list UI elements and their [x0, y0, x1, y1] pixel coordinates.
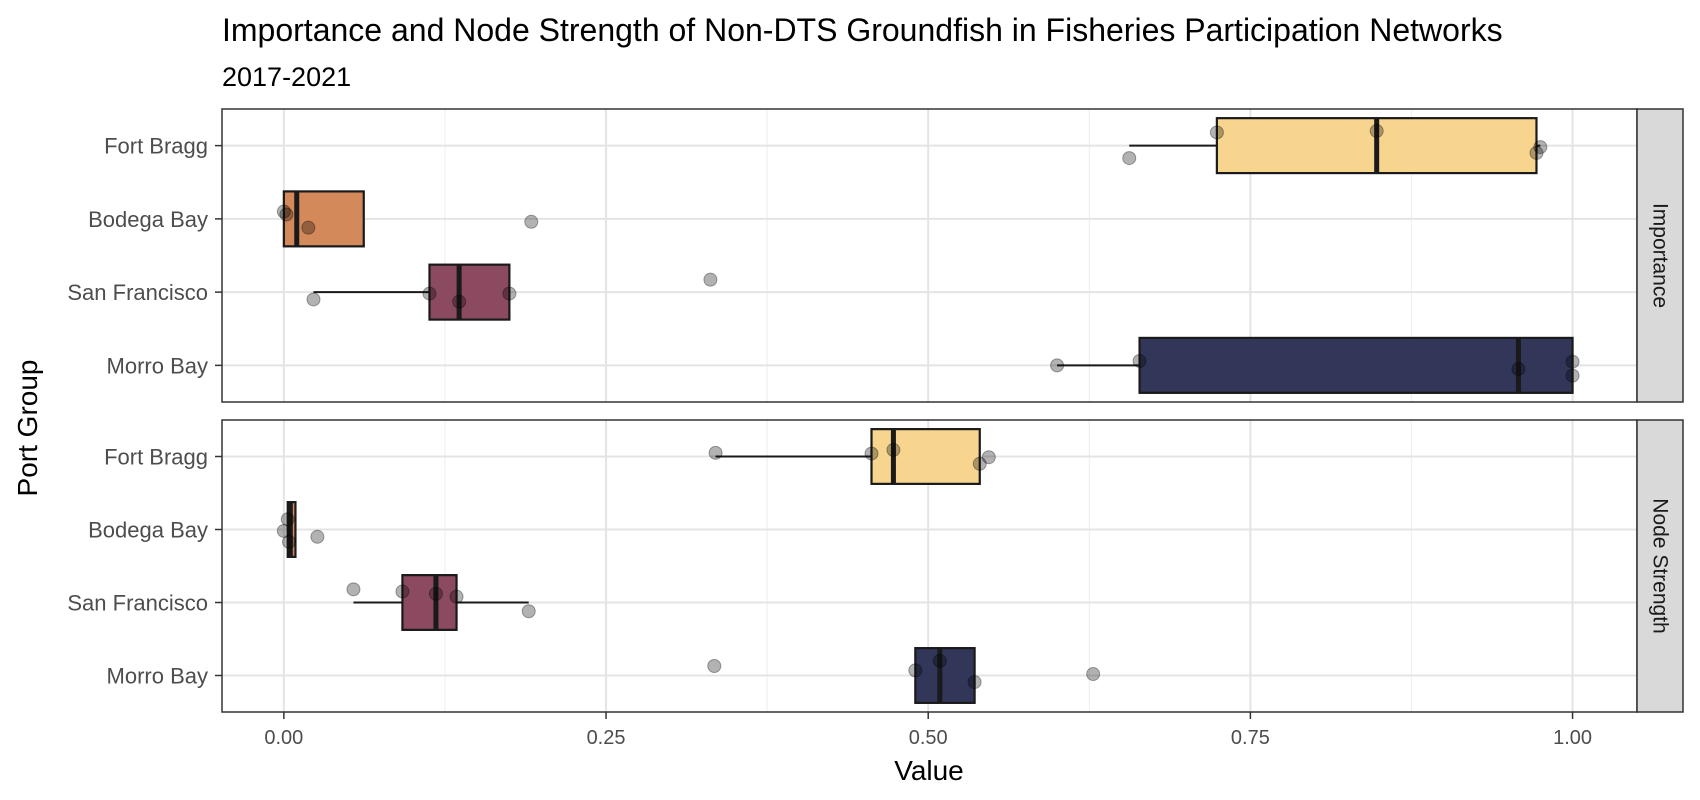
data-point [908, 663, 923, 678]
facet-panel: Fort Bragg Bodega Bay San Francisco Morro B… [67, 419, 1684, 713]
x-tick-label: 0.75 [1231, 727, 1270, 749]
data-point [428, 586, 443, 601]
y-tick-label: San Francisco [67, 280, 208, 305]
data-point [1132, 353, 1147, 368]
y-tick-label: Morro Bay [107, 353, 208, 378]
data-point [422, 286, 437, 301]
data-point [521, 604, 536, 619]
data-point [932, 653, 947, 668]
box-san-francisco [346, 574, 536, 631]
box-fort-bragg [1122, 117, 1548, 175]
data-point [1533, 140, 1548, 155]
y-tick-label: San Francisco [67, 591, 208, 616]
data-point [1050, 358, 1065, 373]
data-point [1565, 354, 1580, 369]
y-tick-label: Morro Bay [107, 664, 208, 689]
data-point [972, 456, 987, 471]
data-point [282, 534, 297, 549]
data-point [1086, 667, 1101, 682]
data-point [306, 292, 321, 307]
box-rect [428, 263, 511, 321]
box-morro-bay [1050, 336, 1580, 394]
box-bodega-bay [276, 190, 539, 248]
x-axis-label: Value [894, 755, 964, 786]
chart-title: Importance and Node Strength of Non-DTS … [222, 12, 1503, 48]
data-point [1369, 123, 1384, 138]
x-tick-label: 1.00 [1553, 727, 1592, 749]
x-tick-label: 0.25 [587, 727, 626, 749]
y-tick-label: Fort Bragg [104, 134, 208, 159]
data-point [981, 450, 996, 465]
chart-subtitle: 2017-2021 [222, 62, 351, 92]
facet-strip [1636, 108, 1684, 403]
data-point [707, 659, 722, 674]
data-point [967, 675, 982, 690]
box-morro-bay [707, 647, 1101, 704]
box-rect [870, 428, 981, 485]
data-point [1122, 151, 1137, 166]
data-point [1511, 362, 1526, 377]
y-axis-label: Port Group [12, 360, 43, 497]
data-point [703, 272, 718, 287]
data-point [524, 214, 539, 229]
data-point [276, 523, 291, 538]
facet-panel: Fort Bragg Bodega Bay San Francisco Morro B… [67, 108, 1684, 403]
box-rect [1138, 336, 1574, 394]
data-point [346, 582, 361, 597]
y-tick-label: Bodega Bay [88, 518, 208, 543]
data-point [452, 294, 467, 309]
box-fort-bragg [708, 428, 996, 485]
y-tick-label: Fort Bragg [104, 445, 208, 470]
x-tick-label: 0.50 [909, 727, 948, 749]
data-point [1529, 145, 1544, 160]
data-point [708, 445, 723, 460]
data-point [301, 220, 316, 235]
facet-strip-label: Importance [1649, 203, 1672, 308]
facet-strip [1636, 419, 1684, 713]
data-point [1209, 125, 1224, 140]
data-point [886, 442, 901, 457]
data-point [279, 207, 294, 222]
facet-panels: Fort Bragg Bodega Bay San Francisco Morro B… [67, 108, 1684, 713]
box-san-francisco [306, 263, 718, 321]
box-bodega-bay [276, 501, 325, 558]
x-axis: 0.00 0.25 0.50 0.75 1.00 [264, 712, 1592, 749]
data-point [395, 584, 410, 599]
data-point [1565, 368, 1580, 383]
data-point [310, 529, 325, 544]
facet-strip-label: Node Strength [1649, 498, 1672, 633]
data-point [502, 286, 517, 301]
data-point [449, 589, 464, 604]
y-tick-label: Bodega Bay [88, 207, 208, 232]
box-rect [401, 574, 458, 631]
x-tick-label: 0.00 [264, 727, 303, 749]
data-point [280, 512, 295, 527]
box-rect [914, 647, 976, 704]
data-point [276, 204, 291, 219]
data-point [864, 446, 879, 461]
